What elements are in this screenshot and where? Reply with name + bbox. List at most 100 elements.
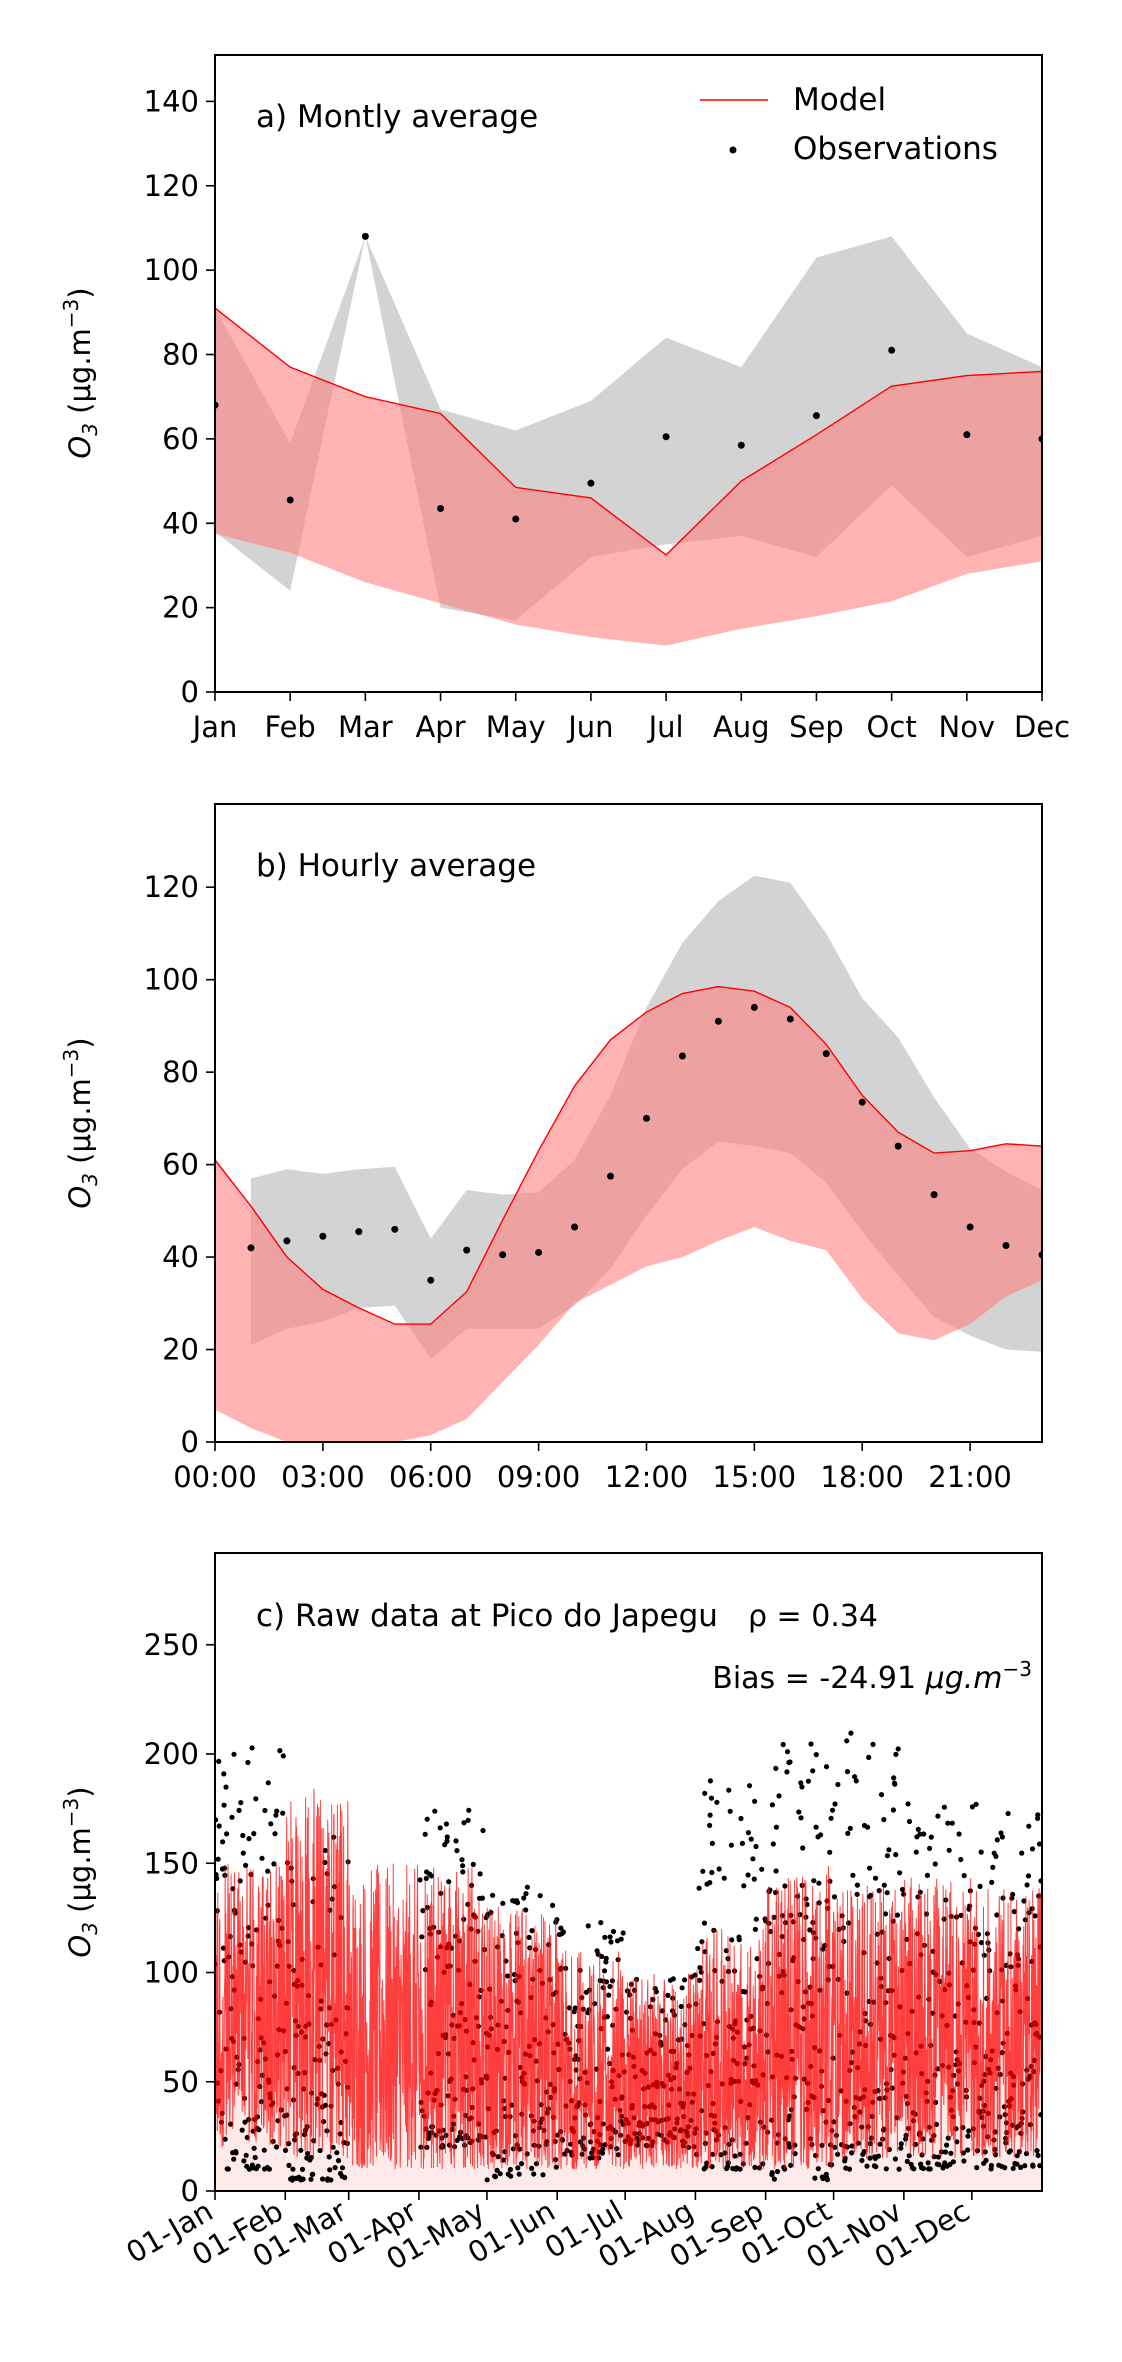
observation-point bbox=[572, 2005, 578, 2011]
hourly-xtick-label: 12:00 bbox=[605, 1460, 689, 1494]
observation-point bbox=[832, 1801, 838, 1807]
observation-point bbox=[454, 2137, 460, 2143]
observation-point bbox=[252, 2154, 258, 2161]
observation-point bbox=[507, 2166, 513, 2173]
observation-point bbox=[618, 1936, 624, 1942]
observation-point bbox=[973, 1801, 979, 1807]
observation-point bbox=[453, 1838, 459, 1844]
observation-point bbox=[774, 2168, 781, 2175]
observation-point bbox=[905, 1801, 911, 1807]
observation-point bbox=[753, 1843, 759, 1850]
observation-point bbox=[886, 1847, 892, 1853]
observation-point bbox=[1022, 2163, 1028, 2169]
observation-point bbox=[726, 1787, 732, 1793]
legend-observations-marker bbox=[729, 146, 737, 154]
observation-point bbox=[516, 2171, 522, 2177]
monthly-xtick-label: Nov bbox=[939, 710, 996, 744]
observation-point bbox=[692, 1972, 698, 1978]
observation-point bbox=[479, 1895, 485, 1901]
observation-point bbox=[993, 1853, 999, 1859]
observation-point bbox=[709, 1840, 716, 1846]
observation-point bbox=[972, 1925, 979, 1931]
observation-point bbox=[780, 1741, 786, 1748]
observation-point bbox=[610, 1928, 617, 1935]
observation-point bbox=[614, 2146, 620, 2152]
observation-point bbox=[882, 1911, 889, 1917]
model-line bbox=[215, 1788, 1042, 2170]
observation-point bbox=[221, 1802, 227, 1808]
observation-point bbox=[904, 2158, 910, 2164]
observation-point bbox=[800, 1845, 806, 1851]
observation-point bbox=[808, 1741, 814, 1747]
observation-point bbox=[1016, 1926, 1022, 1932]
observation-point bbox=[601, 1968, 608, 1974]
observation-point bbox=[678, 1052, 686, 1060]
raw-ytick-label: 100 bbox=[144, 1956, 199, 1990]
observation-point bbox=[535, 1248, 543, 1256]
observation-point bbox=[599, 1953, 605, 1959]
observation-point bbox=[881, 1817, 887, 1823]
monthly-ytick-label: 80 bbox=[162, 338, 199, 372]
observation-point bbox=[529, 1928, 535, 1934]
observation-point bbox=[298, 2147, 304, 2153]
observation-point bbox=[876, 1888, 882, 1894]
observation-point bbox=[1025, 1873, 1032, 1879]
panel-title-hourly: b) Hourly average bbox=[256, 848, 536, 884]
observation-point bbox=[812, 412, 820, 420]
observation-point bbox=[901, 1891, 907, 1897]
observation-point bbox=[608, 1939, 614, 1945]
observation-point bbox=[233, 2150, 239, 2156]
observation-point bbox=[577, 1967, 583, 1973]
observation-point bbox=[917, 1831, 923, 1837]
observation-point bbox=[782, 2166, 788, 2172]
observation-point bbox=[427, 1276, 435, 1284]
observation-point bbox=[424, 2144, 430, 2150]
observation-point bbox=[769, 2170, 775, 2176]
observation-point bbox=[605, 2046, 611, 2052]
legend-model-label: Model bbox=[793, 82, 886, 118]
observation-point bbox=[894, 1142, 902, 1150]
observation-point bbox=[737, 441, 745, 449]
observation-point bbox=[609, 1978, 616, 1984]
observation-point bbox=[707, 1880, 713, 1886]
raw-ytick-label: 150 bbox=[144, 1846, 199, 1880]
observation-point bbox=[865, 1824, 871, 1830]
observation-point bbox=[998, 1830, 1004, 1836]
observation-point bbox=[787, 1759, 793, 1765]
observation-point bbox=[721, 1875, 727, 1881]
observation-point bbox=[558, 1925, 564, 1931]
observation-point bbox=[799, 1784, 805, 1790]
observation-point bbox=[745, 1830, 752, 1836]
legend-observations-label: Observations bbox=[793, 131, 998, 167]
observation-point bbox=[696, 1885, 702, 1891]
monthly-xtick-label: Aug bbox=[713, 710, 770, 744]
observation-point bbox=[238, 1800, 244, 1806]
observation-point bbox=[798, 1815, 804, 1821]
y-axis-label-raw: O3 (μg.m−3) bbox=[59, 1786, 102, 1957]
observation-point bbox=[878, 1792, 885, 1798]
observation-point bbox=[824, 2177, 831, 2183]
observation-point bbox=[231, 2156, 237, 2162]
monthly-xtick-label: Jan bbox=[191, 710, 238, 744]
observation-point bbox=[897, 1870, 903, 1876]
observation-point bbox=[308, 2176, 314, 2182]
observation-point bbox=[771, 2176, 778, 2182]
monthly-ytick-label: 100 bbox=[144, 253, 199, 287]
observation-point bbox=[1021, 1898, 1027, 1904]
observation-point bbox=[884, 1890, 890, 1896]
observation-point bbox=[927, 2166, 933, 2172]
observation-point bbox=[867, 1865, 873, 1871]
observation-point bbox=[893, 1852, 899, 1858]
observation-point bbox=[750, 1003, 758, 1011]
observation-point bbox=[328, 2177, 334, 2183]
observation-point bbox=[317, 2147, 323, 2154]
raw-ytick-label: 250 bbox=[144, 1628, 199, 1662]
observation-point bbox=[531, 2171, 537, 2177]
observation-point bbox=[222, 1865, 228, 1871]
hourly-xtick-label: 00:00 bbox=[173, 1460, 257, 1494]
observation-point bbox=[1007, 2148, 1014, 2154]
observation-point bbox=[928, 1834, 934, 1840]
observation-point bbox=[1035, 2152, 1041, 2158]
observation-point bbox=[282, 2147, 289, 2153]
